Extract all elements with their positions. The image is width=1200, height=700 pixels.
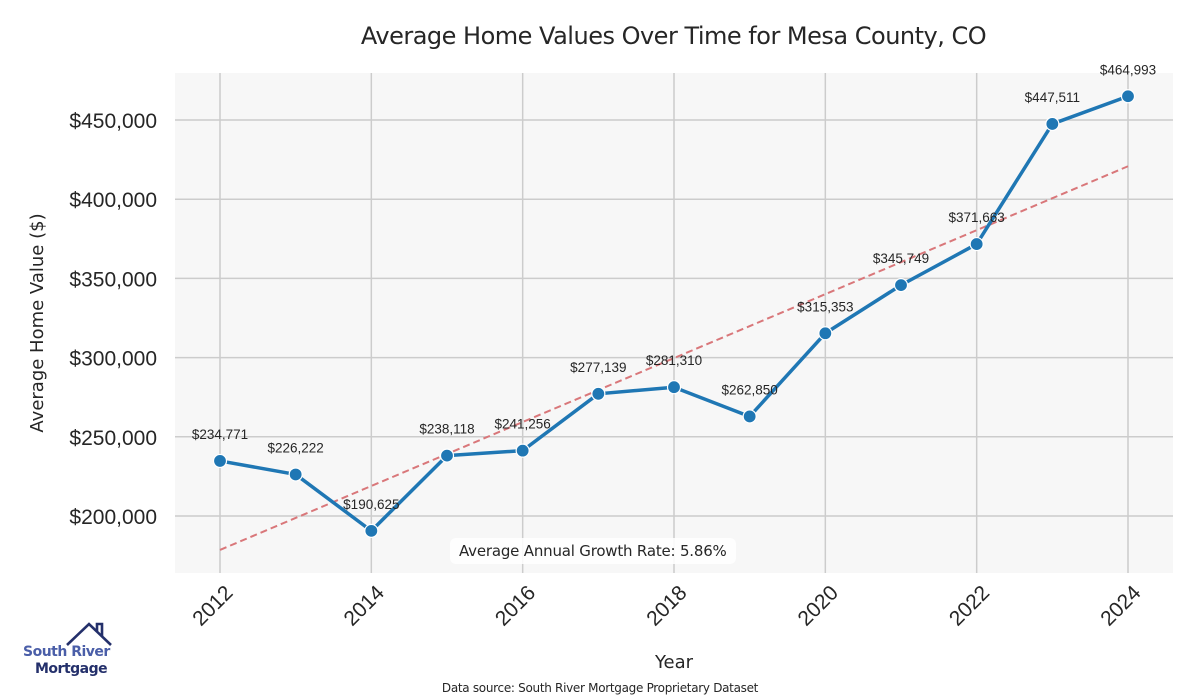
data-point [1120, 89, 1136, 104]
house-roof-icon [66, 622, 112, 646]
x-tick-label: 2016 [491, 581, 540, 630]
y-axis-label: Average Home Value ($) [27, 213, 48, 432]
x-tick-label: 2024 [1096, 581, 1146, 631]
company-logo: South River Mortgage [20, 620, 120, 682]
data-label: $241,256 [495, 417, 551, 432]
data-point [666, 380, 682, 395]
data-labels: $234,771 $226,222 $190,625 $238,118 $241,256… [192, 62, 1156, 512]
chart-title: Average Home Values Over Time for Mesa C… [360, 22, 987, 50]
series-group [212, 89, 1136, 538]
data-point [818, 326, 833, 341]
data-label: $238,118 [419, 422, 474, 437]
data-point [364, 523, 379, 538]
y-tick-label: $200,000 [69, 506, 157, 529]
y-tick-label: $400,000 [69, 189, 157, 212]
x-tick-label: 2014 [340, 581, 390, 631]
data-label: $315,353 [797, 299, 853, 314]
data-label: $262,850 [722, 382, 778, 397]
data-source-note: Data source: South River Mortgage Propri… [441, 681, 759, 695]
data-point [969, 236, 984, 252]
x-tick-label: 2020 [794, 581, 843, 630]
data-label: $190,625 [343, 497, 399, 512]
y-tick-label: $450,000 [69, 110, 157, 133]
data-label: $345,749 [873, 251, 929, 266]
data-point [515, 443, 530, 458]
data-point [1045, 116, 1060, 132]
logo-line-1: South River [23, 644, 110, 660]
data-label: $447,511 [1025, 90, 1080, 105]
data-label: $281,310 [646, 353, 702, 368]
data-label: $277,139 [570, 360, 626, 375]
x-axis-label: Year [654, 652, 694, 673]
data-label: $226,222 [268, 440, 324, 455]
data-point [288, 467, 303, 482]
data-label: $464,993 [1100, 62, 1156, 77]
y-tick-label: $250,000 [69, 427, 157, 450]
data-point [439, 448, 455, 463]
data-point [591, 386, 606, 401]
data-point [212, 453, 228, 469]
logo-line-2: Mortgage [35, 661, 108, 677]
data-point [893, 278, 909, 293]
y-axis-ticks: $200,000 $250,000 $300,000 $350,000 $400,000… [69, 110, 157, 529]
data-point [742, 409, 757, 424]
y-tick-label: $350,000 [69, 268, 157, 291]
x-axis-ticks: 2012 2014 2016 2018 2020 2022 2024 [188, 581, 1146, 631]
growth-rate-annotation: Average Annual Growth Rate: 5.86% [450, 538, 736, 564]
x-tick-label: 2022 [945, 581, 994, 630]
data-label: $371,663 [949, 210, 1005, 225]
x-tick-label: 2018 [642, 581, 691, 630]
x-gridlines [219, 73, 1129, 573]
data-label: $234,771 [192, 427, 248, 442]
x-tick-label: 2012 [188, 581, 237, 630]
y-tick-label: $300,000 [69, 348, 157, 371]
